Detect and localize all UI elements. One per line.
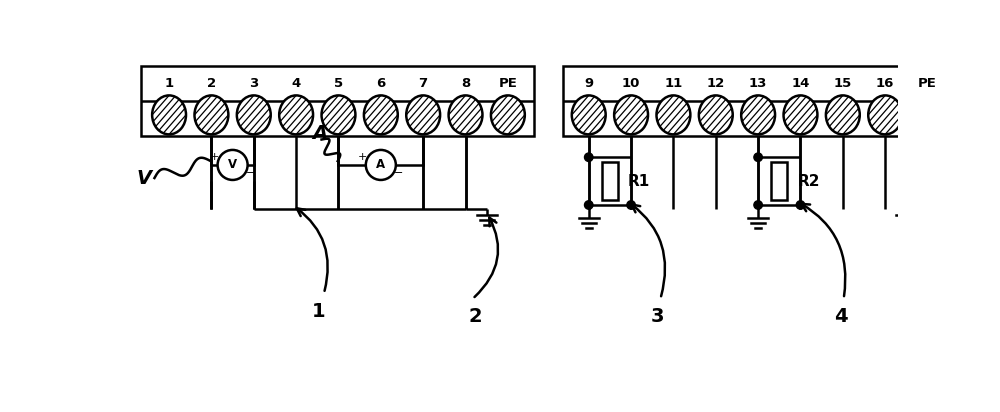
Ellipse shape <box>699 96 733 134</box>
Text: 11: 11 <box>664 77 683 90</box>
Text: 15: 15 <box>834 77 852 90</box>
Ellipse shape <box>279 96 313 134</box>
Text: +: + <box>210 152 219 162</box>
Text: 4: 4 <box>834 307 847 326</box>
Text: −: − <box>394 168 404 178</box>
Text: +: + <box>358 152 367 162</box>
Text: 14: 14 <box>791 77 810 90</box>
Text: 10: 10 <box>622 77 640 90</box>
Ellipse shape <box>741 96 775 134</box>
Ellipse shape <box>656 96 690 134</box>
Ellipse shape <box>826 96 860 134</box>
Ellipse shape <box>237 96 271 134</box>
Text: 4: 4 <box>292 77 301 90</box>
Circle shape <box>584 153 593 162</box>
Circle shape <box>754 201 762 209</box>
Ellipse shape <box>152 96 186 134</box>
Ellipse shape <box>194 96 228 134</box>
Text: −: − <box>246 168 255 178</box>
Bar <box>563 66 951 136</box>
Text: 3: 3 <box>249 77 258 90</box>
Text: 2: 2 <box>469 307 482 326</box>
Text: 3: 3 <box>651 307 664 326</box>
Text: 9: 9 <box>584 77 593 90</box>
Text: 2: 2 <box>207 77 216 90</box>
Ellipse shape <box>911 96 944 134</box>
Ellipse shape <box>868 96 902 134</box>
Circle shape <box>796 201 805 209</box>
Text: R2: R2 <box>797 173 820 189</box>
Text: PE: PE <box>918 77 937 90</box>
Text: 6: 6 <box>376 77 385 90</box>
Ellipse shape <box>784 96 817 134</box>
Text: 1: 1 <box>165 77 174 90</box>
Text: 1: 1 <box>312 302 325 321</box>
Text: 13: 13 <box>749 77 767 90</box>
Ellipse shape <box>614 96 648 134</box>
Ellipse shape <box>491 96 525 134</box>
Ellipse shape <box>406 96 440 134</box>
Text: 12: 12 <box>707 77 725 90</box>
Text: 5: 5 <box>334 77 343 90</box>
Ellipse shape <box>449 96 482 134</box>
Circle shape <box>218 150 248 180</box>
Text: 8: 8 <box>461 77 470 90</box>
Text: A: A <box>376 159 385 171</box>
Bar <box>602 162 618 200</box>
Circle shape <box>584 201 593 209</box>
Text: A: A <box>312 124 328 143</box>
Text: 7: 7 <box>419 77 428 90</box>
Circle shape <box>366 150 396 180</box>
Text: 16: 16 <box>876 77 894 90</box>
Bar <box>771 162 787 200</box>
Circle shape <box>754 153 762 162</box>
Ellipse shape <box>364 96 398 134</box>
Circle shape <box>627 201 635 209</box>
Bar <box>141 66 534 136</box>
Text: PE: PE <box>498 77 517 90</box>
Ellipse shape <box>572 96 606 134</box>
Text: V: V <box>137 169 152 187</box>
Text: R1: R1 <box>628 173 650 189</box>
Ellipse shape <box>322 96 355 134</box>
Text: V: V <box>228 159 237 171</box>
